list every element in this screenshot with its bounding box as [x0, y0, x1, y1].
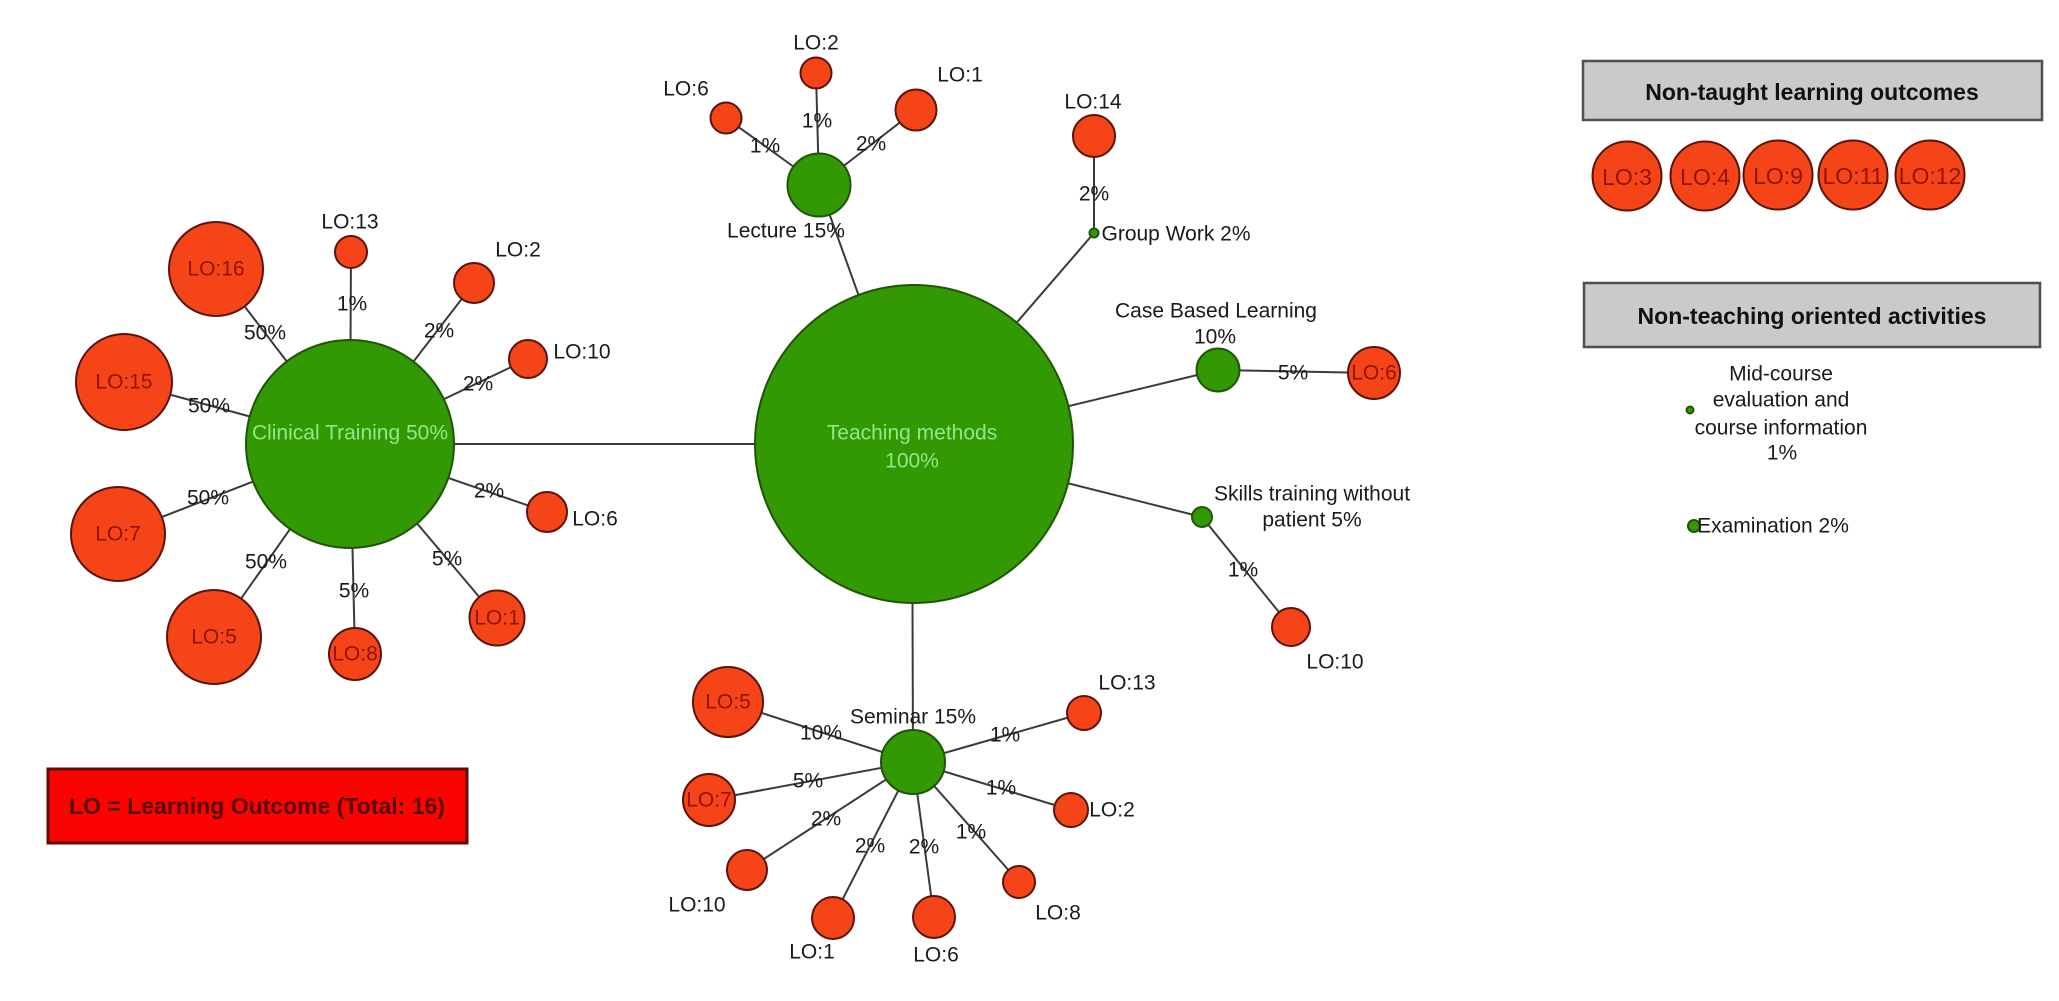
svg-text:LO:7: LO:7 — [686, 789, 732, 812]
svg-text:LO:2: LO:2 — [495, 239, 541, 262]
svg-text:5%: 5% — [1278, 362, 1308, 385]
svg-text:1%: 1% — [337, 293, 367, 316]
svg-text:LO:12: LO:12 — [1899, 163, 1962, 189]
svg-text:LO:16: LO:16 — [187, 258, 244, 281]
svg-text:LO:3: LO:3 — [1602, 164, 1652, 190]
svg-text:LO:6: LO:6 — [913, 944, 959, 967]
svg-text:1%: 1% — [1767, 442, 1797, 465]
svg-text:5%: 5% — [339, 580, 369, 603]
svg-text:1%: 1% — [802, 110, 832, 133]
svg-text:50%: 50% — [245, 551, 287, 574]
svg-text:LO:1: LO:1 — [789, 941, 835, 964]
svg-text:LO:2: LO:2 — [793, 32, 839, 55]
svg-text:100%: 100% — [885, 450, 939, 473]
svg-text:1%: 1% — [1228, 559, 1258, 582]
svg-text:Mid-course: Mid-course — [1729, 363, 1833, 386]
svg-text:50%: 50% — [187, 487, 229, 510]
svg-text:LO:5: LO:5 — [191, 626, 237, 649]
svg-text:2%: 2% — [424, 320, 454, 343]
svg-text:Group Work 2%: Group Work 2% — [1102, 223, 1251, 246]
svg-text:Examination 2%: Examination 2% — [1697, 515, 1849, 538]
svg-text:LO:8: LO:8 — [332, 643, 378, 666]
svg-text:1%: 1% — [750, 135, 780, 158]
svg-text:50%: 50% — [188, 395, 230, 418]
svg-text:LO:14: LO:14 — [1064, 91, 1122, 114]
svg-text:Lecture 15%: Lecture 15% — [727, 220, 845, 243]
svg-text:Teaching methods: Teaching methods — [827, 422, 997, 445]
svg-text:Non-taught learning outcomes: Non-taught learning outcomes — [1645, 79, 1979, 105]
svg-text:10%: 10% — [800, 722, 842, 745]
svg-text:2%: 2% — [909, 836, 939, 859]
svg-text:LO:15: LO:15 — [95, 371, 152, 394]
svg-text:course information: course information — [1695, 417, 1868, 440]
svg-text:Skills training without: Skills training without — [1214, 483, 1410, 506]
svg-text:Clinical Training 50%: Clinical Training 50% — [252, 422, 448, 445]
svg-text:Seminar 15%: Seminar 15% — [850, 706, 976, 729]
svg-text:Non-teaching oriented activiti: Non-teaching oriented activities — [1638, 303, 1987, 329]
svg-text:LO = Learning Outcome (Total:: LO = Learning Outcome (Total: 16) — [69, 793, 445, 819]
svg-text:LO:1: LO:1 — [474, 607, 520, 630]
svg-text:LO:10: LO:10 — [1306, 651, 1363, 674]
svg-text:LO:8: LO:8 — [1035, 902, 1081, 925]
svg-text:5%: 5% — [793, 770, 823, 793]
svg-text:LO:1: LO:1 — [937, 64, 983, 87]
svg-text:LO:10: LO:10 — [553, 341, 610, 364]
svg-text:2%: 2% — [811, 808, 841, 831]
svg-text:LO:9: LO:9 — [1753, 163, 1803, 189]
svg-text:patient 5%: patient 5% — [1262, 509, 1361, 532]
svg-text:2%: 2% — [463, 373, 493, 396]
svg-text:LO:5: LO:5 — [705, 691, 751, 714]
svg-text:50%: 50% — [244, 322, 286, 345]
svg-text:LO:6: LO:6 — [1351, 362, 1397, 385]
svg-text:LO:6: LO:6 — [572, 508, 618, 531]
svg-text:1%: 1% — [956, 821, 986, 844]
svg-text:LO:13: LO:13 — [1098, 672, 1155, 695]
svg-text:10%: 10% — [1194, 326, 1236, 349]
svg-text:evaluation and: evaluation and — [1713, 389, 1850, 412]
svg-text:LO:11: LO:11 — [1823, 163, 1884, 189]
svg-text:LO:4: LO:4 — [1680, 164, 1730, 190]
svg-text:2%: 2% — [856, 133, 886, 156]
svg-text:5%: 5% — [432, 548, 462, 571]
svg-text:LO:7: LO:7 — [95, 523, 141, 546]
svg-text:2%: 2% — [855, 835, 885, 858]
svg-text:1%: 1% — [986, 777, 1016, 800]
svg-text:2%: 2% — [1079, 183, 1109, 206]
svg-text:LO:13: LO:13 — [321, 211, 378, 234]
svg-text:1%: 1% — [990, 724, 1020, 747]
svg-text:LO:10: LO:10 — [668, 894, 725, 917]
svg-text:Case Based Learning: Case Based Learning — [1115, 300, 1317, 323]
svg-text:2%: 2% — [474, 480, 504, 503]
svg-text:LO:2: LO:2 — [1089, 799, 1135, 822]
svg-text:LO:6: LO:6 — [663, 78, 709, 101]
